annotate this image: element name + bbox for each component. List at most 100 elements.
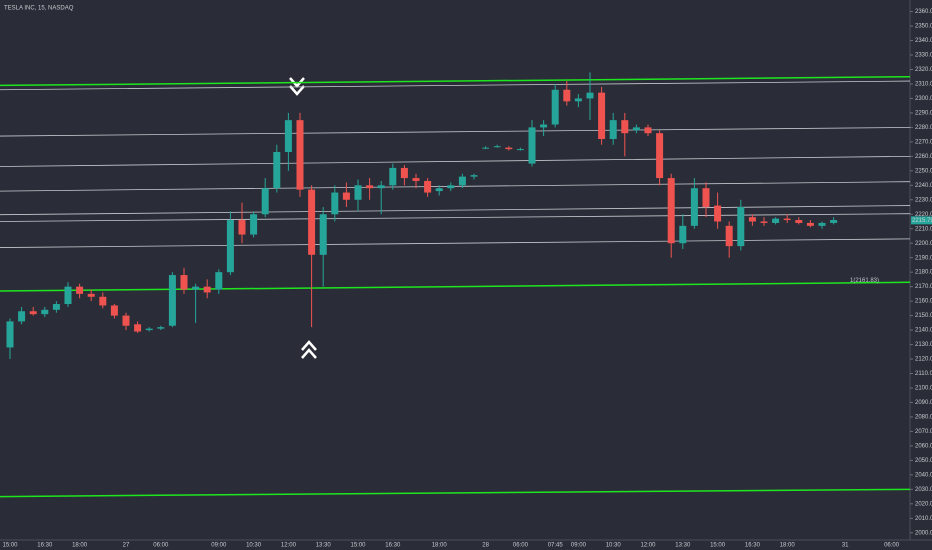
y-tick-label: 2210.00 [915,226,932,232]
y-tick-label: 2090.00 [915,400,932,406]
candle-body [679,225,687,244]
x-tick-label: 13:30 [675,543,691,549]
y-tick-label: 2250.00 [915,168,932,174]
candle-body [226,220,234,273]
candle-body [598,92,606,139]
candle-body [482,147,490,149]
candle-body [725,225,733,247]
candle-body [505,147,513,150]
trend-line [0,213,911,222]
candle-body [818,222,826,226]
candle-body [737,207,745,247]
x-tick-label: 15:00 [710,543,726,549]
y-tick-label: 2240.00 [915,183,932,189]
candle-body [760,221,768,223]
trend-line [0,281,911,292]
candle-body [795,220,803,223]
annotation: 1(2161.83) [850,278,879,284]
candle-body [157,327,165,329]
y-tick-label: 2060.00 [915,443,932,449]
candle-body [377,185,385,189]
candle-body [215,272,223,290]
y-tick-label: 2170.00 [915,284,932,290]
candle-body [400,167,408,179]
y-tick-label: 2030.00 [915,487,932,493]
candle-body [145,328,153,331]
x-tick-label: 31 [842,543,849,549]
y-tick-label: 2200.00 [915,241,932,247]
candle-body [354,185,362,200]
candle-body [632,127,640,131]
y-tick-label: 2290.00 [915,111,932,117]
y-tick-label: 2330.00 [915,53,932,59]
candle-body [180,275,188,290]
y-tick-label: 2140.00 [915,328,932,334]
candle-body [99,296,107,306]
candle-body [319,214,327,255]
x-tick-label: 09:00 [211,543,227,549]
x-tick-label: 12:00 [281,543,297,549]
x-tick-label: 18:00 [432,543,448,549]
candle-body [273,152,281,189]
y-tick-label: 2100.00 [915,386,932,392]
candle-body [806,222,814,226]
y-tick-label: 2190.00 [915,255,932,261]
y-tick-label: 2070.00 [915,429,932,435]
candle-body [563,89,571,102]
last-price-label: 2215.79 [912,218,932,224]
candle-body [52,304,60,310]
x-tick-label: 27 [123,543,130,549]
candle-body [586,92,594,99]
candle-body [574,98,582,102]
candle-body [76,286,84,294]
candle-body [64,286,72,305]
trend-line [0,126,911,137]
candle-body [412,178,420,181]
x-tick-label: 10:30 [606,543,622,549]
candle-body [830,220,838,223]
x-tick-label: 18:00 [780,543,796,549]
chart-title: TESLA INC, 15, NASDAQ [4,6,74,12]
y-tick-label: 2350.00 [915,24,932,30]
y-tick-label: 2220.00 [915,212,932,218]
x-tick-label: 06:00 [884,543,900,549]
x-tick-label: 13:30 [316,543,332,549]
y-tick-label: 2150.00 [915,313,932,319]
x-tick-label: 06:00 [513,543,529,549]
candle-body [644,127,652,134]
candle-body [493,146,501,148]
candle-body [783,218,791,221]
y-tick-label: 2260.00 [915,154,932,160]
trend-line [0,488,911,498]
trend-line [0,181,911,192]
candle-body [609,120,617,139]
candle-body [366,185,374,189]
candle-body [748,217,756,222]
y-tick-label: 2300.00 [915,96,932,102]
up-arrow [301,340,317,359]
x-tick-label: 16:30 [37,543,53,549]
y-tick-label: 2130.00 [915,342,932,348]
last-price-box [911,216,932,225]
candle-body [87,293,95,297]
y-tick-label: 2080.00 [915,415,932,421]
candle-body [702,188,710,208]
trend-line [0,155,911,167]
y-tick-label: 2120.00 [915,357,932,363]
x-tick-label: 15:00 [2,543,18,549]
candle-body [261,188,269,215]
y-tick-label: 2110.00 [915,371,932,377]
y-tick-label: 2050.00 [915,458,932,464]
candle-body [424,180,432,193]
x-tick-label: 15:00 [350,543,366,549]
candle-body [540,124,548,128]
candle-body [134,324,142,332]
candle-body [296,120,304,190]
candle-body [18,311,26,322]
candle-body [41,309,49,315]
candle-body [308,189,316,255]
candle-body [238,220,246,235]
y-tick-label: 2310.00 [915,82,932,88]
y-tick-label: 2040.00 [915,472,932,478]
